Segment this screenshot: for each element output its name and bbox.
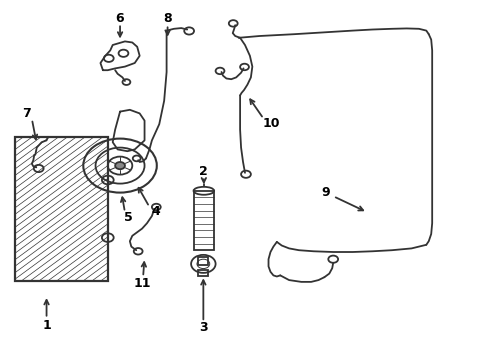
Bar xyxy=(198,270,208,276)
Bar xyxy=(15,137,108,281)
Text: 5: 5 xyxy=(124,211,133,224)
Text: 11: 11 xyxy=(133,277,151,290)
Text: 1: 1 xyxy=(42,319,51,332)
Bar xyxy=(194,191,214,250)
Text: 3: 3 xyxy=(199,321,208,334)
Text: 9: 9 xyxy=(321,186,330,199)
Text: 6: 6 xyxy=(116,12,124,24)
Text: 7: 7 xyxy=(23,107,31,120)
Circle shape xyxy=(115,162,125,169)
Bar xyxy=(198,257,208,265)
Text: 2: 2 xyxy=(199,165,208,177)
Text: 4: 4 xyxy=(151,205,160,218)
Text: 10: 10 xyxy=(262,117,280,130)
Text: 8: 8 xyxy=(163,12,172,25)
